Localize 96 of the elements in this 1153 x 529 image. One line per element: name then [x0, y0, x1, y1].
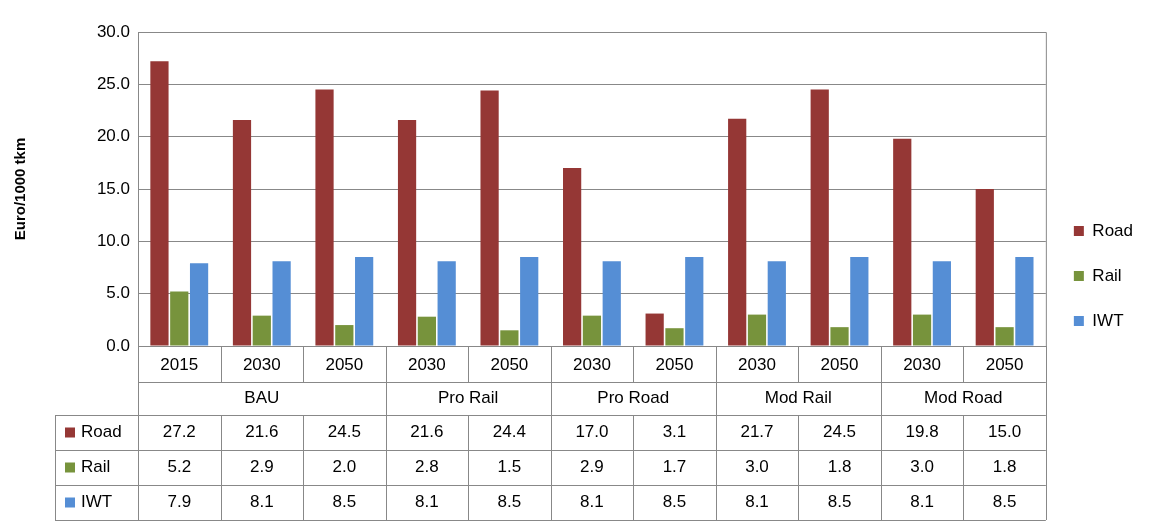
y-axis-title: Euro/1000 tkm — [11, 137, 29, 241]
legend-label: Road — [81, 422, 122, 442]
x-tick-label: 2050 — [325, 354, 364, 374]
data-label: 2.9 — [249, 457, 274, 477]
bar — [232, 119, 252, 346]
y-tick-label: 0.0 — [106, 335, 130, 355]
bar — [685, 257, 704, 346]
bar — [830, 327, 849, 346]
y-tick-label: 30.0 — [96, 21, 130, 41]
x-tick-label: 2015 — [160, 354, 199, 374]
bar — [850, 257, 869, 346]
data-label: 2.0 — [332, 457, 357, 477]
bar — [272, 261, 291, 346]
bar — [645, 313, 664, 346]
bar — [563, 168, 582, 346]
data-label: 1.8 — [992, 457, 1017, 477]
data-label: 17.0 — [575, 422, 609, 442]
data-label: 7.9 — [167, 492, 192, 512]
data-label: 15.0 — [988, 422, 1022, 442]
text: Pro Road — [597, 388, 670, 408]
x-tick-label: 2030 — [903, 354, 941, 374]
text: Rail — [81, 457, 111, 477]
data-label: 3.0 — [745, 457, 769, 477]
data-label: 27.2 — [162, 422, 196, 442]
x-tick-label: 2030 — [242, 354, 281, 374]
data-label: 1.7 — [662, 457, 687, 477]
data-label: 1.8 — [827, 457, 852, 477]
bar — [315, 89, 334, 346]
bar — [728, 118, 747, 346]
bar — [810, 89, 829, 346]
bar — [912, 314, 932, 346]
data-label: 8.5 — [992, 492, 1017, 512]
y-tick-label: 25.0 — [96, 74, 130, 94]
bar — [437, 261, 456, 346]
bar — [500, 330, 519, 346]
x-tick-label: 2030 — [573, 354, 611, 374]
bar — [975, 189, 994, 346]
bar — [189, 263, 209, 346]
bar — [995, 327, 1014, 346]
data-label: 24.4 — [492, 422, 526, 442]
bar — [1015, 257, 1034, 346]
y-tick-label: 20.0 — [96, 126, 130, 146]
text: IWT — [81, 492, 113, 512]
x-tick-label: 2050 — [490, 354, 529, 374]
data-label: 21.7 — [740, 422, 774, 442]
bar — [582, 315, 602, 346]
data-label: 8.1 — [745, 492, 769, 512]
bar — [893, 138, 912, 346]
data-label: 3.0 — [910, 457, 934, 477]
text: Mod Road — [924, 388, 1003, 408]
x-tick-label: 2030 — [738, 354, 776, 374]
bar — [150, 61, 169, 346]
bar — [335, 325, 354, 346]
bar — [417, 316, 436, 346]
data-label: 24.5 — [327, 422, 361, 442]
x-tick-label: 2050 — [655, 354, 694, 374]
data-label: 24.5 — [822, 422, 857, 442]
data-label: 5.2 — [167, 457, 192, 477]
legend-label: Rail — [1092, 265, 1122, 285]
bar — [397, 119, 417, 346]
data-label: 8.1 — [580, 492, 604, 512]
data-label: 2.8 — [415, 457, 439, 477]
text: BAU — [244, 388, 280, 408]
data-label: 8.5 — [497, 492, 522, 512]
x-tick-label: 2050 — [985, 354, 1024, 374]
legend-label: IWT — [1092, 310, 1124, 330]
bar — [665, 328, 684, 346]
y-tick-label: 10.0 — [96, 231, 130, 251]
text: Road — [1092, 220, 1133, 240]
data-label: 8.1 — [415, 492, 439, 512]
data-label: 1.5 — [497, 457, 522, 477]
data-label: 3.1 — [662, 422, 687, 442]
y-tick-label: 5.0 — [106, 283, 130, 303]
x-tick-label: 2050 — [820, 354, 859, 374]
y-tick-label: 15.0 — [96, 178, 130, 198]
data-label: 8.1 — [910, 492, 934, 512]
data-label: 2.9 — [580, 457, 604, 477]
text: Pro Rail — [437, 388, 499, 408]
bar — [747, 314, 767, 346]
data-label: 8.5 — [332, 492, 357, 512]
data-label: 8.1 — [249, 492, 274, 512]
data-label: 21.6 — [410, 422, 444, 442]
bar — [170, 291, 189, 346]
bar — [355, 257, 374, 346]
data-label: 19.8 — [905, 422, 939, 442]
x-tick-label: 2030 — [407, 354, 446, 374]
bar — [480, 90, 499, 346]
data-label: 21.6 — [245, 422, 279, 442]
bar — [932, 261, 951, 346]
data-label: 8.5 — [662, 492, 687, 512]
bar — [252, 315, 271, 346]
text: Mod Rail — [764, 388, 832, 408]
bar — [520, 257, 539, 346]
bar — [602, 261, 621, 346]
bar — [767, 261, 786, 346]
data-label: 8.5 — [827, 492, 852, 512]
